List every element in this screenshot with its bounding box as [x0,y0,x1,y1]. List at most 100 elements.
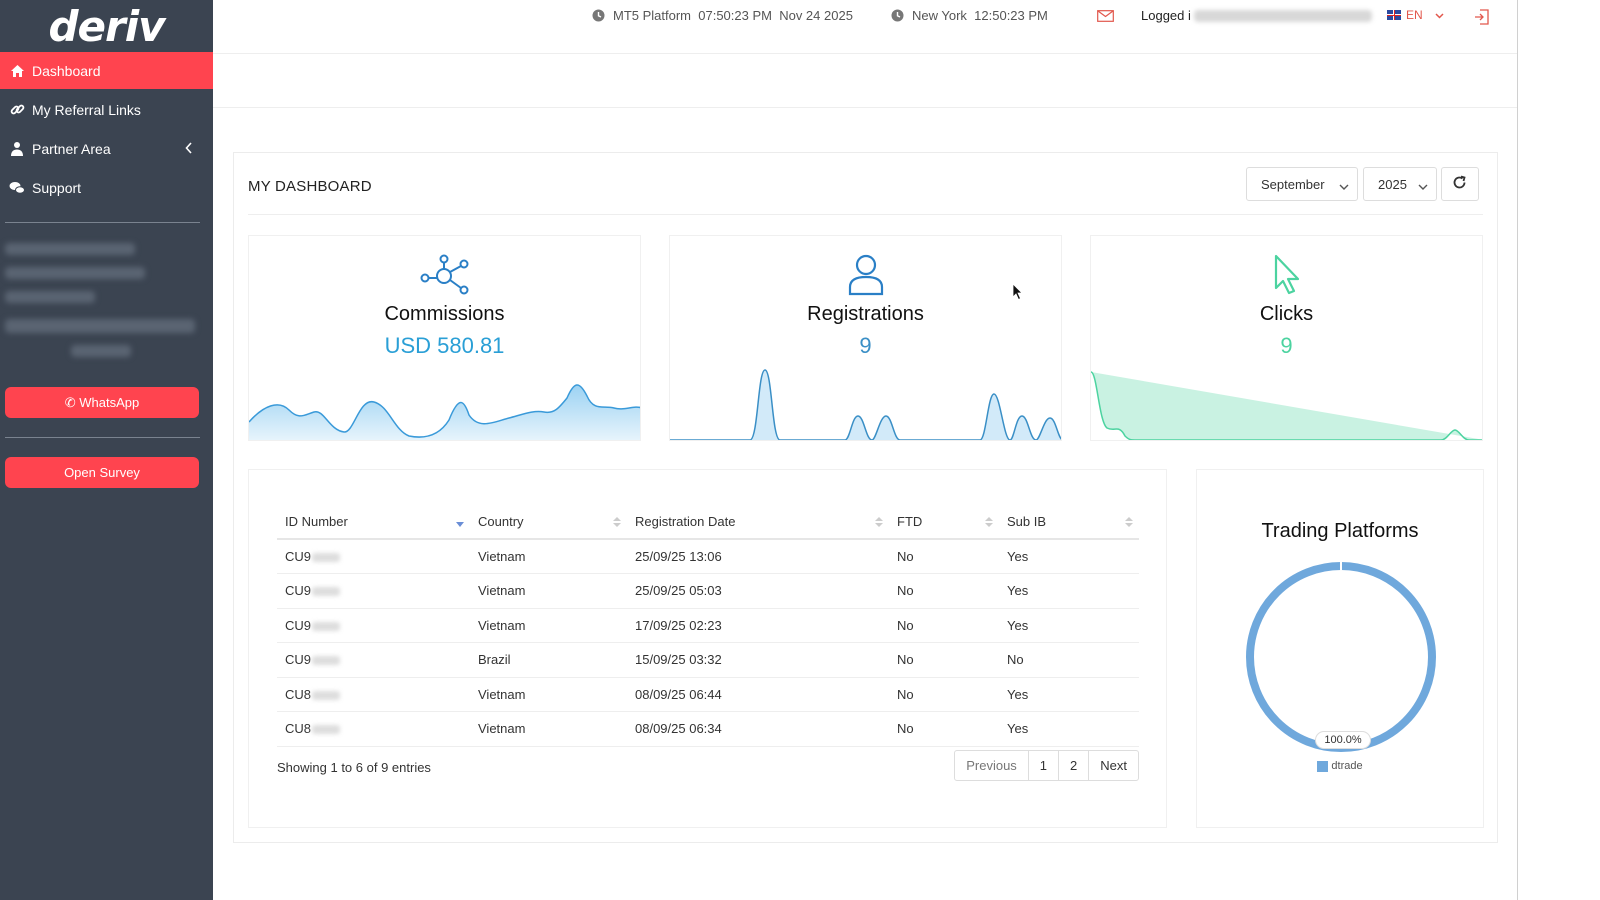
chevron-down-icon [1339,179,1349,194]
sort-icon[interactable] [875,516,883,531]
refresh-icon [1452,175,1467,193]
column-header-country[interactable]: Country [470,504,627,540]
sidebar-item-partner-area[interactable]: Partner Area [0,130,213,167]
refresh-button[interactable] [1441,167,1479,201]
cell-date: 25/09/25 13:06 [627,539,889,574]
cell-ftd: No [889,539,999,574]
chevron-left-icon[interactable] [185,141,193,157]
brand-logo[interactable]: deriv [48,1,165,51]
mouse-pointer-icon [1012,283,1024,306]
user-tie-icon [8,140,26,158]
dashboard-panel: MY DASHBOARD September 2025 Commissions … [233,152,1498,843]
redacted-id [312,621,341,631]
cell-sub-ib: No [999,642,1139,678]
page-2-button[interactable]: 2 [1059,751,1090,780]
page-title: MY DASHBOARD [248,178,372,195]
column-header-id[interactable]: ID Number [277,504,470,540]
month-select[interactable]: September [1246,167,1358,201]
cell-country: Vietnam [470,677,627,712]
table-row: CU8 Vietnam 08/09/25 06:34 No Yes [277,711,1139,747]
whatsapp-icon: ✆ [64,395,76,410]
cell-ftd: No [889,608,999,643]
whatsapp-button[interactable]: ✆ WhatsApp [5,387,199,418]
sort-icon[interactable] [1125,516,1133,531]
legend-label[interactable]: dtrade [1331,760,1363,772]
table-row: CU8 Vietnam 08/09/25 06:44 No Yes [277,677,1139,712]
redacted-id [312,587,341,597]
language-selector[interactable]: EN [1387,8,1444,22]
cell-ftd: No [889,677,999,712]
cell-id: CU9 [277,608,470,643]
user-icon [670,254,1061,296]
link-icon [8,101,26,119]
cell-date: 17/09/25 02:23 [627,608,889,643]
logout-icon[interactable] [1474,9,1490,25]
cell-country: Brazil [470,642,627,678]
cell-date: 25/09/25 05:03 [627,573,889,609]
sidebar-item-support[interactable]: Support [0,169,213,206]
page-1-button[interactable]: 1 [1029,751,1060,780]
sidebar: deriv Dashboard My Referral Links Partne… [0,0,213,900]
redacted-id [312,553,341,563]
commissions-sparkline [249,384,640,440]
pagination: Previous 1 2 Next [954,750,1139,781]
redacted-account-info [5,239,199,367]
cell-id: CU9 [277,539,470,574]
cell-date: 08/09/25 06:34 [627,711,889,747]
open-survey-button[interactable]: Open Survey [5,457,199,488]
table-row: CU9 Vietnam 17/09/25 02:23 No Yes [277,608,1139,643]
sub-header [213,54,1517,108]
registrations-card: Registrations 9 [669,235,1062,441]
registrations-value: 9 [859,333,872,358]
cell-country: Vietnam [470,539,627,574]
registrations-table: ID Number Country Registration Date FTD [277,504,1139,747]
table-row: CU9 Vietnam 25/09/25 05:03 No Yes [277,573,1139,609]
trading-platforms-card: Trading Platforms 100.0% dtrade [1196,469,1484,828]
cell-date: 08/09/25 06:44 [627,677,889,712]
sidebar-item-label: My Referral Links [32,101,141,118]
mt5-clock: MT5 Platform 07:50:23 PM Nov 24 2025 [592,8,853,23]
redacted-id [312,725,341,735]
sidebar-item-referral-links[interactable]: My Referral Links [0,91,213,128]
legend-swatch [1317,760,1329,772]
previous-page-button[interactable]: Previous [955,751,1029,780]
cell-ftd: No [889,711,999,747]
redacted-email [1193,9,1372,22]
sidebar-divider [5,222,200,223]
mail-icon[interactable] [1097,10,1114,22]
commissions-card: Commissions USD 580.81 [248,235,641,441]
table-row: CU9 Brazil 15/09/25 03:32 No No [277,642,1139,678]
platforms-donut-chart [1246,562,1436,752]
logged-in-user: Logged i [1141,8,1372,23]
cell-id: CU8 [277,677,470,712]
clock-icon [592,9,605,22]
header-divider [248,214,1483,215]
column-header-registration-date[interactable]: Registration Date [627,504,889,540]
cell-country: Vietnam [470,711,627,747]
cell-id: CU9 [277,642,470,678]
sort-icon[interactable] [985,516,993,531]
cell-id: CU9 [277,573,470,609]
cell-id: CU8 [277,711,470,747]
chart-legend: dtrade [1197,760,1483,772]
table-header-row: ID Number Country Registration Date FTD [277,504,1139,540]
column-header-ftd[interactable]: FTD [889,504,999,540]
sort-desc-icon[interactable] [456,516,464,531]
next-page-button[interactable]: Next [1100,758,1127,773]
sort-icon[interactable] [613,516,621,531]
clicks-sparkline [1091,371,1482,440]
network-icon [249,254,640,296]
clock-icon [891,9,904,22]
card-title: Commissions [384,303,505,325]
donut-slice-dtrade[interactable] [1246,562,1436,752]
column-header-sub-ib[interactable]: Sub IB [999,504,1139,540]
cell-sub-ib: Yes [999,677,1139,712]
uk-flag-icon [1387,10,1401,20]
clicks-card: Clicks 9 [1090,235,1483,441]
sidebar-item-label: Support [32,179,82,196]
clicks-value: 9 [1280,333,1293,358]
newyork-clock: New York 12:50:23 PM [891,8,1048,23]
year-select[interactable]: 2025 [1363,167,1437,201]
sidebar-item-dashboard[interactable]: Dashboard [0,52,213,89]
cell-country: Vietnam [470,573,627,609]
